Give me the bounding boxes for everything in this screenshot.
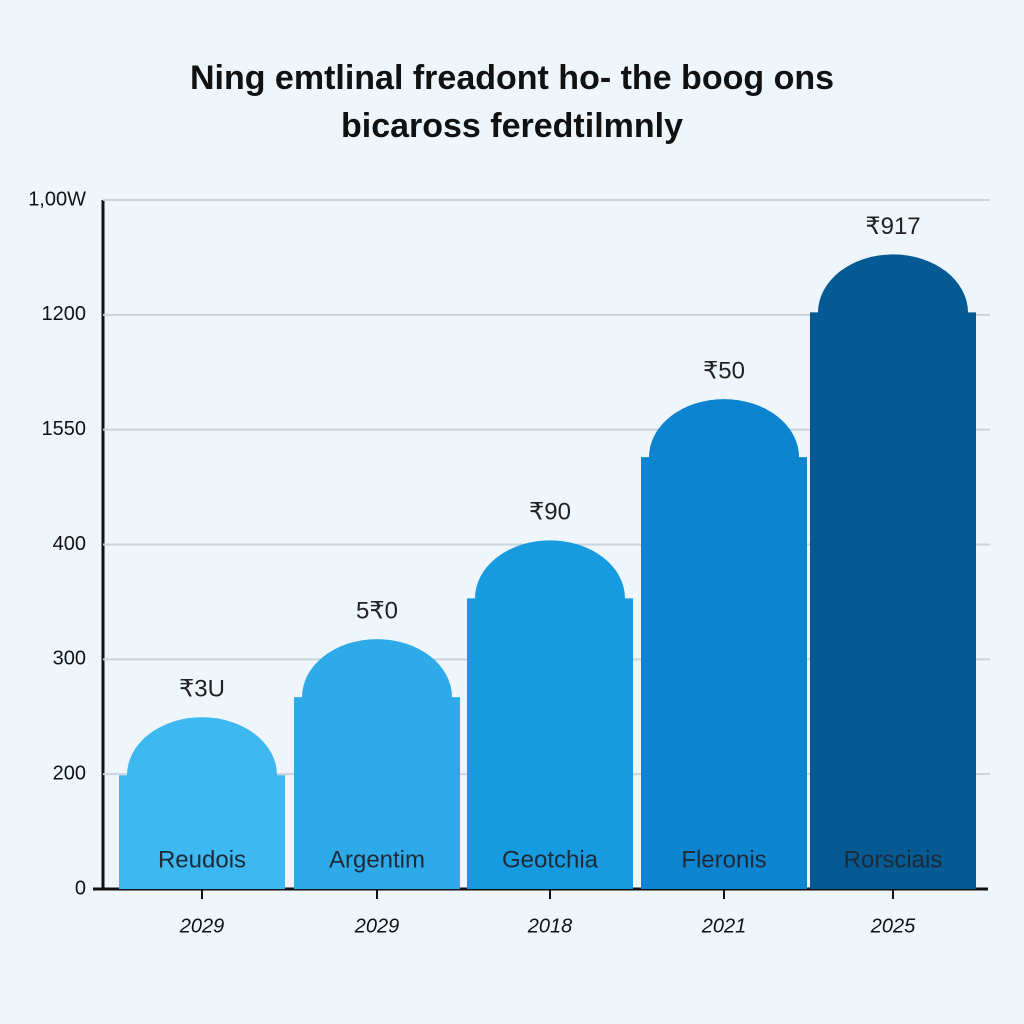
bar-value-label: 5₹0	[356, 597, 398, 624]
y-tick-label: 1550	[42, 418, 87, 440]
chart-title: Ning emtlinal freadont ho- the boog ons	[190, 59, 834, 97]
y-tick-label: 0	[75, 877, 86, 899]
bar-name: Geotchia	[502, 846, 599, 873]
bar	[810, 254, 976, 890]
x-tick-label: 2018	[527, 915, 573, 937]
bar-value-label: ₹90	[529, 499, 571, 526]
bar-value-label: ₹3U	[179, 676, 225, 703]
y-tick-label: 400	[53, 533, 86, 555]
y-tick-label: 300	[53, 648, 86, 670]
bar	[641, 399, 807, 889]
x-tick-label: 2025	[870, 915, 916, 937]
bar	[467, 540, 633, 889]
bar-value-label: ₹50	[703, 357, 745, 384]
bar-name: Argentim	[329, 846, 425, 873]
x-tick-label: 2029	[179, 915, 225, 937]
bar	[294, 639, 460, 889]
x-tick-label: 2029	[354, 915, 400, 937]
bar-name: Reudois	[158, 846, 246, 873]
y-tick-label: 1200	[42, 303, 87, 325]
bar-value-label: ₹917	[865, 213, 920, 240]
bar	[119, 717, 285, 889]
y-tick-label: 1,00W	[28, 188, 86, 210]
bar-name: Rorsciais	[844, 846, 943, 873]
chart-title: bicaross feredtilmnly	[341, 107, 683, 145]
x-tick-label: 2021	[701, 915, 747, 937]
bar-name: Fleronis	[681, 846, 766, 873]
y-tick-label: 200	[53, 762, 86, 784]
